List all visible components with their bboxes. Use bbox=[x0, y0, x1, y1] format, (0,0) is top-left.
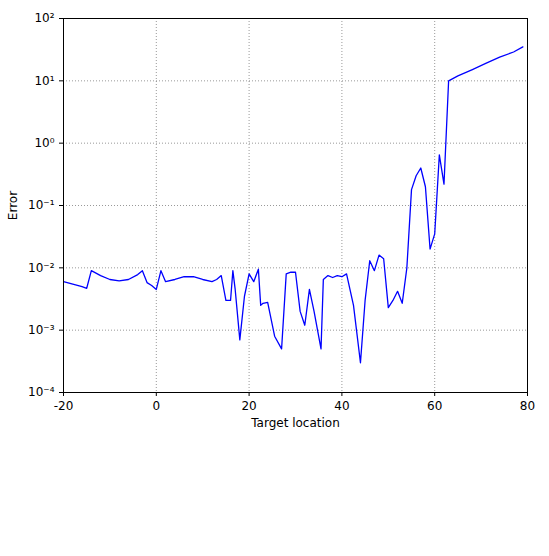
svg-text:Target location: Target location bbox=[250, 416, 340, 430]
svg-text:10⁻²: 10⁻² bbox=[28, 261, 55, 275]
svg-text:80: 80 bbox=[520, 399, 535, 413]
svg-text:10⁰: 10⁰ bbox=[34, 136, 54, 150]
svg-text:10⁻³: 10⁻³ bbox=[28, 323, 55, 337]
svg-text:Error: Error bbox=[6, 191, 20, 220]
svg-text:10⁻¹: 10⁻¹ bbox=[28, 198, 55, 212]
svg-text:10⁻⁴: 10⁻⁴ bbox=[28, 385, 55, 399]
svg-text:40: 40 bbox=[334, 399, 349, 413]
svg-text:60: 60 bbox=[427, 399, 442, 413]
svg-text:10²: 10² bbox=[34, 11, 54, 25]
svg-text:-20: -20 bbox=[54, 399, 74, 413]
svg-text:20: 20 bbox=[241, 399, 256, 413]
svg-text:0: 0 bbox=[152, 399, 160, 413]
svg-text:10¹: 10¹ bbox=[34, 74, 54, 88]
